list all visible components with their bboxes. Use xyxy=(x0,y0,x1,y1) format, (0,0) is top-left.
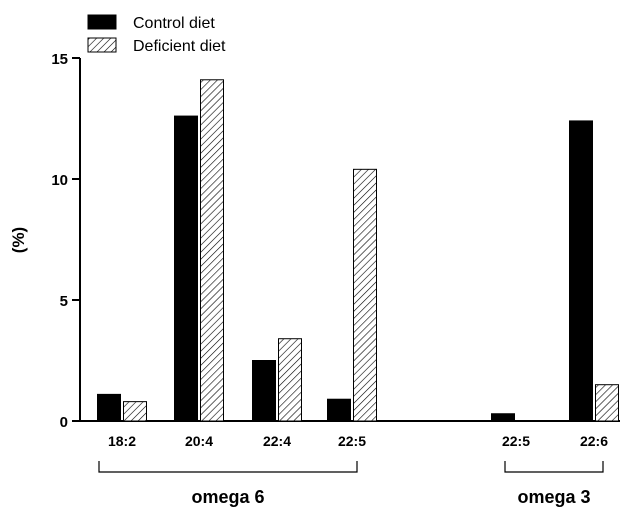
x-tick-label: 18:2 xyxy=(108,433,136,449)
bar-control-5 xyxy=(569,120,593,422)
bars xyxy=(97,79,619,422)
bar-deficient-3 xyxy=(353,168,377,422)
x-tick-label: 22:5 xyxy=(338,433,366,449)
x-tick-label: 22:6 xyxy=(580,433,608,449)
bar-deficient-5 xyxy=(595,384,619,422)
legend-label: Control diet xyxy=(133,15,215,32)
legend: Control diet Deficient diet xyxy=(87,14,226,55)
y-ticks: 0 5 10 15 xyxy=(51,51,80,431)
y-axis-title: (%) xyxy=(9,227,28,253)
group-bracket xyxy=(98,461,358,473)
bar-control-3 xyxy=(327,398,351,422)
legend-label: Deficient diet xyxy=(133,38,226,55)
y-tick-label: 10 xyxy=(51,172,68,189)
x-tick-labels: 18:2 20:4 22:4 22:5 22:5 22:6 xyxy=(108,433,608,449)
bar-control-1 xyxy=(174,115,198,422)
bar-deficient-2 xyxy=(278,338,302,422)
bar-deficient-1 xyxy=(200,79,224,422)
y-tick-label: 15 xyxy=(51,51,68,68)
bar-control-4 xyxy=(491,413,515,422)
y-tick-label: 0 xyxy=(60,414,68,431)
group-brackets: omega 6 omega 3 xyxy=(98,461,604,507)
legend-swatch xyxy=(87,37,117,53)
group-bracket xyxy=(504,461,604,473)
bar-control-0 xyxy=(97,393,121,422)
group-label: omega 3 xyxy=(517,487,590,507)
x-tick-label: 22:4 xyxy=(263,433,291,449)
bar-deficient-0 xyxy=(123,401,147,422)
x-tick-label: 22:5 xyxy=(502,433,530,449)
x-tick-label: 20:4 xyxy=(185,433,213,449)
bar-control-2 xyxy=(252,360,276,422)
group-label: omega 6 xyxy=(191,487,264,507)
y-tick-label: 5 xyxy=(60,293,68,310)
legend-swatch xyxy=(87,14,117,30)
